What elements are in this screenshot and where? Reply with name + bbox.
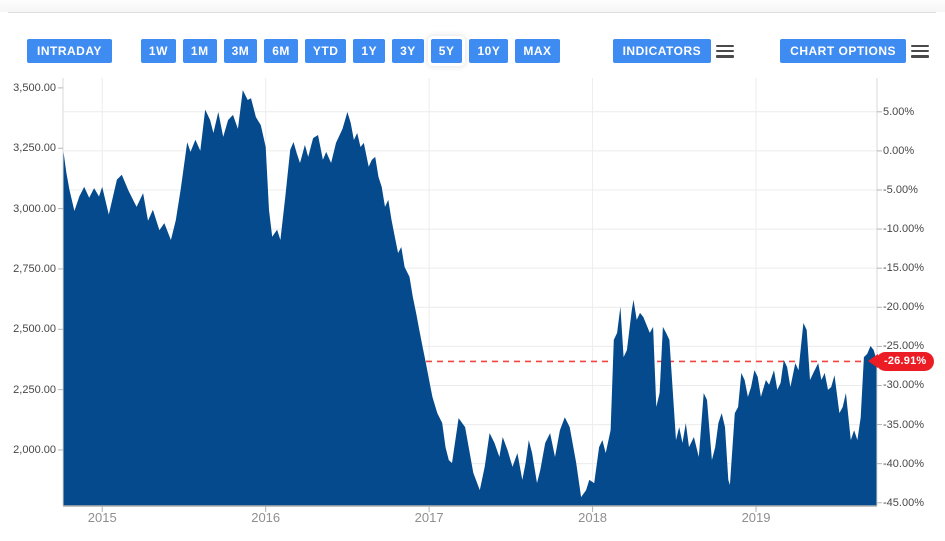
range-button-5y[interactable]: 5Y bbox=[430, 39, 463, 63]
range-button-group: 1W 1M 3M 6M YTD 1Y 3Y 5Y 10Y MAX bbox=[140, 39, 560, 63]
current-value-arrow-icon bbox=[868, 354, 878, 369]
chart-options-menu-icon[interactable] bbox=[911, 44, 929, 58]
percent-axis-label: -45.00% bbox=[883, 496, 924, 509]
percent-axis-label: -35.00% bbox=[883, 418, 924, 431]
range-button-10y[interactable]: 10Y bbox=[469, 39, 509, 63]
percent-axis-label: -20.00% bbox=[883, 301, 924, 314]
year-axis-label: 2019 bbox=[741, 510, 771, 525]
price-axis-label: 2,000.00 bbox=[13, 443, 56, 456]
top-strip bbox=[0, 0, 945, 12]
indicators-button[interactable]: INDICATORS bbox=[612, 39, 712, 63]
percent-axis-label: 0.00% bbox=[883, 144, 915, 157]
chart-toolbar: INTRADAY 1W 1M 3M 6M YTD 1Y 3Y 5Y 10Y MAX INDICAT… bbox=[0, 36, 945, 66]
percent-axis-label: -10.00% bbox=[883, 223, 924, 236]
year-axis-label: 2018 bbox=[578, 510, 608, 525]
price-area-series bbox=[63, 90, 877, 506]
year-axis-label: 2016 bbox=[251, 510, 281, 525]
current-value-badge: -26.91% bbox=[868, 351, 935, 371]
price-axis-label: 2,750.00 bbox=[13, 262, 56, 275]
range-button-1y[interactable]: 1Y bbox=[353, 39, 386, 63]
price-axis-label: 3,000.00 bbox=[13, 202, 56, 215]
top-border-line bbox=[8, 12, 936, 13]
chart-options-button[interactable]: CHART OPTIONS bbox=[780, 39, 906, 63]
percent-axis-label: -15.00% bbox=[883, 262, 924, 275]
percent-axis-label: -5.00% bbox=[883, 183, 918, 196]
price-axis-label: 3,500.00 bbox=[13, 81, 56, 94]
current-change-label: -26.91% bbox=[876, 351, 935, 371]
percent-axis-label: -30.00% bbox=[883, 379, 924, 392]
range-button-ytd[interactable]: YTD bbox=[304, 39, 347, 63]
percent-axis-label: 5.00% bbox=[883, 105, 915, 118]
range-button-3m[interactable]: 3M bbox=[223, 39, 258, 63]
indicators-group: INDICATORS bbox=[612, 39, 735, 63]
price-axis-label: 2,250.00 bbox=[13, 383, 56, 396]
year-axis-label: 2017 bbox=[414, 510, 444, 525]
chart-options-group: CHART OPTIONS bbox=[780, 39, 929, 63]
range-button-6m[interactable]: 6M bbox=[264, 39, 298, 63]
price-axis-label: 3,250.00 bbox=[13, 142, 56, 155]
percent-axis-label: -40.00% bbox=[883, 457, 924, 470]
indicators-menu-icon[interactable] bbox=[716, 44, 735, 58]
range-button-1w[interactable]: 1W bbox=[140, 39, 176, 63]
range-button-1m[interactable]: 1M bbox=[182, 39, 217, 63]
year-axis-label: 2015 bbox=[87, 510, 117, 525]
percent-axis-label: -25.00% bbox=[883, 340, 924, 353]
range-button-max[interactable]: MAX bbox=[515, 39, 560, 63]
intraday-button[interactable]: INTRADAY bbox=[27, 39, 112, 63]
price-axis-label: 2,500.00 bbox=[13, 323, 56, 336]
range-button-3y[interactable]: 3Y bbox=[392, 39, 424, 63]
